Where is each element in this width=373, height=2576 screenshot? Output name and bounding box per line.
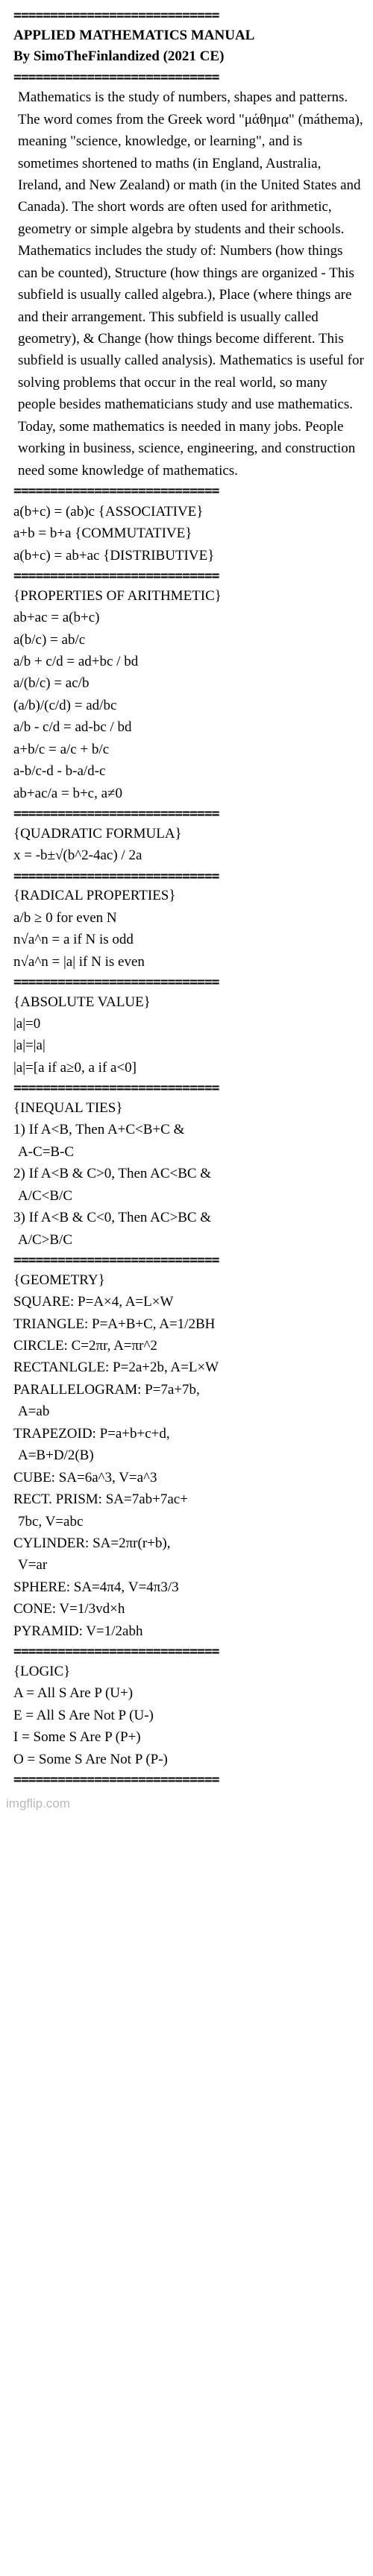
geom-line-7: A=B+D/2(B): [18, 1445, 364, 1466]
radical-line-1: n√a^n = a if N is odd: [13, 929, 364, 950]
dist-line: a(b+c) = ab+ac {DISTRIBUTIVE}: [13, 545, 364, 566]
divider-after-header: ============================: [13, 69, 364, 86]
divider-5: ============================: [13, 974, 364, 991]
logic-line-3: O = Some S Are Not P (P-): [13, 1749, 364, 1770]
ineq-line-5: A/C>B/C: [18, 1229, 364, 1251]
radical-line-0: a/b ≥ 0 for even N: [13, 907, 364, 929]
ineq-line-0: 1) If A<B, Then A+C<B+C &: [13, 1119, 364, 1140]
arith-line-7: a-b/c-d - b-a/d-c: [13, 760, 364, 782]
geom-line-5: A=ab: [18, 1401, 364, 1422]
quad-line-0: x = -b±√(b^2-4ac) / 2a: [13, 845, 364, 866]
divider-6: ============================: [13, 1080, 364, 1096]
arith-line-8: ab+ac/a = b+c, a≠0: [13, 783, 364, 804]
ineq-line-2: 2) If A<B & C>0, Then AC<BC &: [13, 1163, 364, 1184]
arith-line-1: a(b/c) = ab/c: [13, 629, 364, 651]
manual-title: APPLIED MATHEMATICS MANUAL: [13, 25, 364, 47]
logic-line-1: E = All S Are Not P (U-): [13, 1705, 364, 1726]
arith-line-0: ab+ac = a(b+c): [13, 607, 364, 628]
ineq-line-4: 3) If A<B & C<0, Then AC>BC &: [13, 1207, 364, 1228]
divider-4: ============================: [13, 868, 364, 885]
radical-line-2: n√a^n = |a| if N is even: [13, 951, 364, 973]
geom-line-6: TRAPEZOID: P=a+b+c+d,: [13, 1423, 364, 1445]
divider-2: ============================: [13, 568, 364, 584]
arith-line-4: (a/b)/(c/d) = ad/bc: [13, 695, 364, 716]
divider-9: ============================: [13, 1772, 364, 1788]
comm-line: a+b = b+a {COMMUTATIVE}: [13, 523, 364, 544]
divider-8: ============================: [13, 1644, 364, 1660]
geom-line-9: RECT. PRISM: SA=7ab+7ac+: [13, 1489, 364, 1510]
arith-heading: {PROPERTIES OF ARITHMETIC}: [13, 586, 364, 607]
quad-heading: {QUADRATIC FORMULA}: [13, 824, 364, 845]
arith-line-5: a/b - c/d = ad-bc / bd: [13, 716, 364, 738]
abs-heading: {ABSOLUTE VALUE}: [13, 992, 364, 1014]
divider-3: ============================: [13, 806, 364, 822]
geom-heading: {GEOMETRY}: [13, 1270, 364, 1292]
abs-line-1: |a|=|a|: [13, 1035, 364, 1056]
arith-line-3: a/(b/c) = ac/b: [13, 672, 364, 694]
arith-line-2: a/b + c/d = ad+bc / bd: [13, 651, 364, 672]
geom-line-14: CONE: V=1/3vd×h: [13, 1598, 364, 1620]
geom-line-11: CYLINDER: SA=2πr(r+b),: [13, 1532, 364, 1554]
arith-line-6: a+b/c = a/c + b/c: [13, 739, 364, 760]
geom-line-2: CIRCLE: C=2πr, A=πr^2: [13, 1335, 364, 1357]
divider-1: ============================: [13, 483, 364, 499]
geom-line-1: TRIANGLE: P=A+B+C, A=1/2BH: [13, 1313, 364, 1335]
geom-line-3: RECTANLGLE: P=2a+2b, A=L×W: [13, 1357, 364, 1378]
ineq-heading: {INEQUAL TIES}: [13, 1098, 364, 1120]
ineq-line-3: A/C<B/C: [18, 1185, 364, 1207]
geom-line-8: CUBE: SA=6a^3, V=a^3: [13, 1467, 364, 1489]
geom-line-4: PARALLELOGRAM: P=7a+7b,: [13, 1379, 364, 1401]
geom-line-13: SPHERE: SA=4π4, V=4π3/3: [13, 1576, 364, 1598]
ineq-line-1: A-C=B-C: [18, 1141, 364, 1163]
abs-line-0: |a|=0: [13, 1013, 364, 1035]
logic-heading: {LOGIC}: [13, 1661, 364, 1683]
assoc-line: a(b+c) = (ab)c {ASSOCIATIVE}: [13, 501, 364, 523]
abs-line-2: |a|=[a if a≥0, a if a<0]: [13, 1057, 364, 1079]
geom-line-15: PYRAMID: V=1/2abh: [13, 1620, 364, 1642]
geom-line-10: 7bc, V=abc: [18, 1511, 364, 1532]
intro-paragraph: Mathematics is the study of numbers, sha…: [18, 86, 364, 482]
logic-line-0: A = All S Are P (U+): [13, 1682, 364, 1704]
geom-line-0: SQUARE: P=A×4, A=L×W: [13, 1291, 364, 1313]
geom-line-12: V=ar: [18, 1554, 364, 1576]
byline: By SimoTheFinlandized (2021 CE): [13, 46, 364, 68]
divider-top: ============================: [13, 7, 364, 24]
divider-7: ============================: [13, 1252, 364, 1269]
logic-line-2: I = Some S Are P (P+): [13, 1726, 364, 1748]
radical-heading: {RADICAL PROPERTIES}: [13, 886, 364, 907]
watermark: imgflip.com: [6, 1794, 364, 1813]
